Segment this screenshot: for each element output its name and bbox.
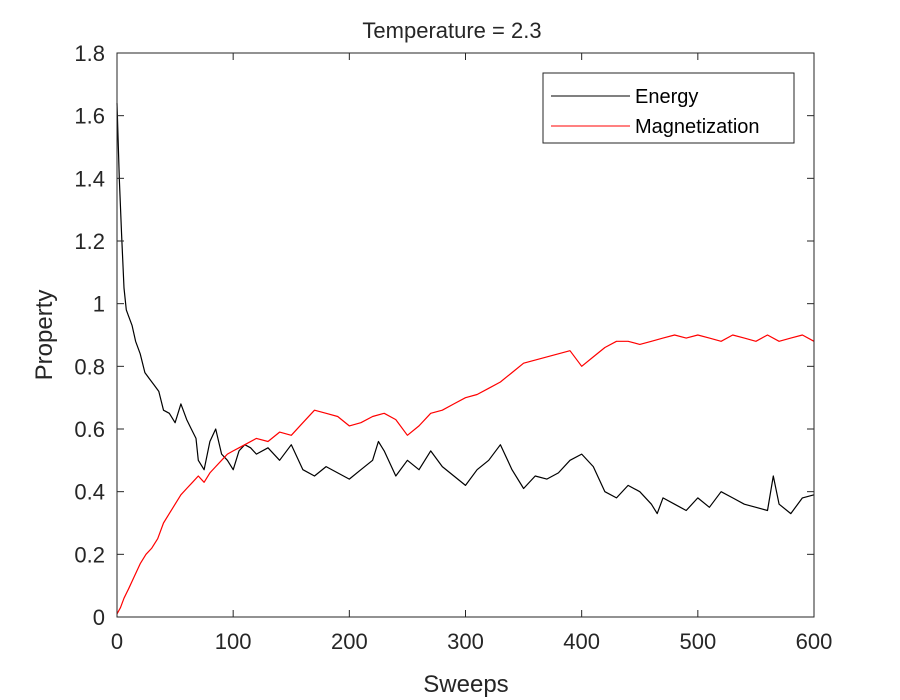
y-tick-label: 1: [93, 292, 105, 317]
series-line-magnetization: [116, 334, 815, 615]
y-axis: 0 0.2 0.4 0.6 0.8 1 1.2 1.4 1.6 1.8: [74, 41, 814, 630]
series-layer: [116, 103, 815, 615]
y-tick-label: 0: [93, 605, 105, 630]
legend-label-energy: Energy: [635, 86, 698, 108]
legend-box: [542, 72, 795, 144]
x-axis: 0 100 200 300 400 500 600: [111, 53, 832, 654]
x-tick-label: 600: [796, 629, 833, 654]
series-line-energy: [116, 103, 815, 515]
y-axis-label: Property: [31, 290, 58, 381]
x-tick-label: 200: [331, 629, 368, 654]
chart-title: Temperature = 2.3: [362, 18, 541, 43]
y-tick-label: 1.2: [74, 229, 105, 254]
legend: Energy Magnetization: [542, 72, 795, 144]
y-tick-label: 1.4: [74, 166, 105, 191]
x-tick-label: 300: [447, 629, 484, 654]
y-tick-label: 1.6: [74, 104, 105, 129]
y-tick-label: 0.2: [74, 542, 105, 567]
x-tick-label: 100: [215, 629, 252, 654]
legend-label-magnetization: Magnetization: [635, 116, 760, 138]
x-axis-label: Sweeps: [423, 671, 508, 698]
y-tick-label: 0.8: [74, 354, 105, 379]
y-tick-label: 0.6: [74, 417, 105, 442]
x-tick-label: 400: [563, 629, 600, 654]
x-tick-label: 0: [111, 629, 123, 654]
y-tick-label: 1.8: [74, 41, 105, 66]
y-tick-label: 0.4: [74, 480, 105, 505]
x-tick-label: 500: [679, 629, 716, 654]
